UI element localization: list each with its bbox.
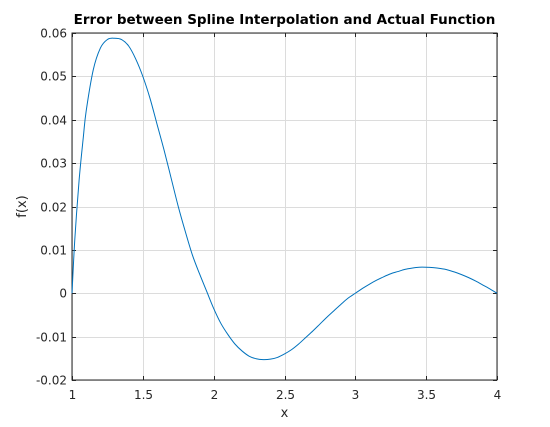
grid (72, 33, 498, 381)
y-tick-label: 0.02 (40, 201, 67, 215)
y-tick-label: -0.02 (36, 374, 67, 388)
x-tick-label: 1.5 (134, 388, 153, 402)
y-tick-label: 0.05 (40, 70, 67, 84)
chart-title: Error between Spline Interpolation and A… (74, 12, 496, 28)
y-tick-label: 0 (59, 287, 67, 301)
y-tick-label: 0.06 (40, 27, 67, 41)
y-tick-label: -0.01 (36, 331, 67, 345)
y-axis-label: f(x) (15, 195, 30, 217)
x-tick-label: 3.5 (417, 388, 436, 402)
x-tick-label: 3 (352, 388, 360, 402)
plot-frame (71, 32, 498, 381)
y-tick-label: 0.01 (40, 244, 67, 258)
tick-labels: 1 1.5 2 2.5 3 3.5 4 -0.02 -0.01 0 0.01 0.02 0.03 0.04… (36, 27, 501, 403)
y-tick-label: 0.03 (40, 157, 67, 171)
x-tick-label: 4 (494, 388, 502, 402)
y-tick-label: 0.04 (40, 114, 67, 128)
series-line (71, 37, 498, 361)
x-tick-label: 1 (69, 388, 77, 402)
x-tick-label: 2 (211, 388, 219, 402)
x-axis-label: x (281, 406, 289, 421)
x-tick-label: 2.5 (276, 388, 295, 402)
